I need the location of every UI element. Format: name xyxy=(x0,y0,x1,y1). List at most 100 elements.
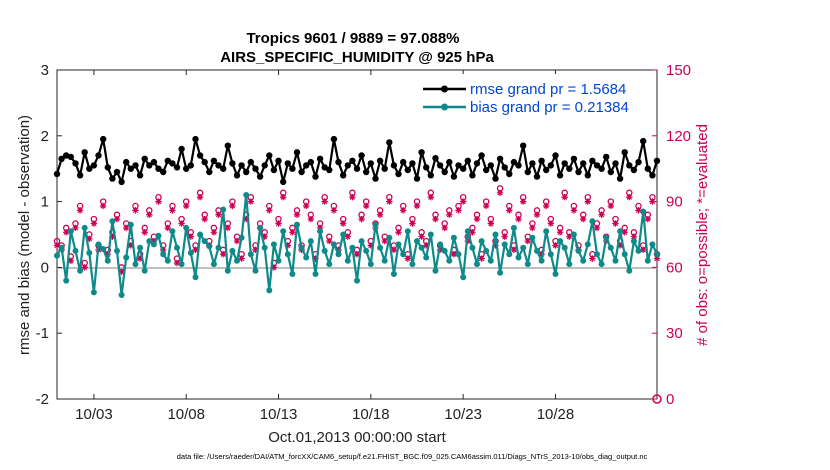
bias-point xyxy=(543,228,550,235)
bias-point xyxy=(455,251,462,258)
x-tick-label: 10/18 xyxy=(352,406,390,423)
rmse-point xyxy=(53,170,61,178)
obs-evaluated-point xyxy=(543,202,550,210)
bias-point xyxy=(86,249,93,256)
obs-evaluated-point xyxy=(524,237,531,245)
rmse-point xyxy=(358,152,365,159)
obs-evaluated-point xyxy=(358,215,365,223)
obs-evaluated-point xyxy=(450,251,458,258)
rmse-point xyxy=(376,157,384,164)
obs-evaluated-point xyxy=(215,211,222,218)
rmse-point xyxy=(390,162,398,169)
rmse-point xyxy=(580,160,587,167)
rmse-point xyxy=(72,160,79,167)
obs-evaluated-point xyxy=(53,242,61,249)
bias-point xyxy=(418,244,425,251)
y-right-axis-label: # of obs: o=possible; *=evaluated xyxy=(694,124,711,346)
rmse-point xyxy=(510,158,518,166)
rmse-point xyxy=(58,155,65,162)
bias-point xyxy=(169,228,176,235)
legend-bias-label: bias grand pr = 0.21384 xyxy=(470,99,629,116)
rmse-point xyxy=(630,166,638,174)
rmse-point xyxy=(543,166,550,174)
bias-point xyxy=(206,243,213,250)
rmse-point xyxy=(464,157,471,164)
y-tick-label: 3 xyxy=(41,62,49,79)
bias-point xyxy=(557,238,564,245)
rmse-point xyxy=(492,175,499,182)
obs-evaluated-point xyxy=(146,211,153,218)
obs-evaluated-point xyxy=(561,194,568,201)
bias-point xyxy=(67,228,74,235)
rmse-point xyxy=(192,135,199,143)
rmse-point xyxy=(316,155,324,162)
bias-point xyxy=(201,238,208,245)
bias-point xyxy=(363,247,370,254)
bias-point xyxy=(561,244,568,251)
rmse-point xyxy=(201,158,208,166)
bias-point xyxy=(635,247,642,254)
rmse-point xyxy=(109,175,116,182)
rmse-point xyxy=(418,149,425,156)
obs-evaluated-point xyxy=(515,215,522,223)
rmse-point xyxy=(381,165,388,172)
obs-evaluated-point xyxy=(579,215,587,223)
obs-evaluated-point xyxy=(644,215,651,223)
y-axis-label: rmse and bias (model - observation) xyxy=(16,115,33,355)
rmse-point xyxy=(589,157,596,164)
obs-evaluated-point xyxy=(432,215,439,223)
obs-evaluated-point xyxy=(344,233,351,240)
obs-evaluated-point xyxy=(132,207,139,214)
bias-point xyxy=(367,261,374,268)
rmse-point xyxy=(520,142,527,149)
y-right-tick-label: 60 xyxy=(666,259,683,276)
rmse-point xyxy=(113,168,121,176)
bias-point xyxy=(630,238,637,245)
bias-point xyxy=(160,251,167,258)
rmse-point xyxy=(326,166,333,174)
bias-point xyxy=(321,247,328,254)
obs-evaluated-point xyxy=(118,268,125,275)
rmse-point xyxy=(67,153,75,161)
obs-evaluated-point xyxy=(183,202,190,210)
x-axis: 10/03 10/08 10/13 10/18 10/23 10/28 xyxy=(75,70,574,423)
obs-evaluated-point xyxy=(390,246,398,254)
y-right-tick-label: 30 xyxy=(666,325,683,342)
rmse-point xyxy=(256,173,264,180)
rmse-point xyxy=(261,162,268,169)
rmse-point xyxy=(293,149,301,156)
rmse-point xyxy=(252,165,259,172)
obs-evaluated-point xyxy=(612,220,619,227)
rmse-point xyxy=(469,172,476,179)
obs-evaluated-point xyxy=(266,207,273,214)
bias-point xyxy=(220,206,227,213)
obs-evaluated-point xyxy=(501,233,508,240)
rmse-point xyxy=(649,172,656,179)
bias-point xyxy=(358,238,365,245)
obs-evaluated-point xyxy=(233,237,241,245)
obs-evaluated-point xyxy=(478,255,485,262)
obs-evaluated-point xyxy=(363,202,370,210)
rmse-point xyxy=(136,172,144,179)
bias-point xyxy=(298,244,305,251)
bias-point xyxy=(58,244,65,251)
bias-point xyxy=(552,271,559,277)
y-tick-label: 0 xyxy=(41,259,49,276)
rmse-point xyxy=(644,165,651,172)
bias-point xyxy=(524,261,531,268)
obs-evaluated-point xyxy=(386,198,393,205)
rmse-point xyxy=(446,158,453,166)
bias-point xyxy=(584,241,591,248)
rmse-point xyxy=(298,168,305,176)
bias-point xyxy=(404,228,411,235)
rmse-point xyxy=(367,160,374,167)
bias-point xyxy=(118,292,125,298)
y-axis-right: 0 30 60 90 120 150 xyxy=(652,62,691,408)
rmse-point xyxy=(570,155,578,162)
obs-evaluated-point xyxy=(238,255,245,262)
rmse-point xyxy=(496,155,504,162)
rmse-point xyxy=(284,160,291,167)
rmse-point xyxy=(575,168,582,176)
rmse-point xyxy=(404,166,411,174)
obs-evaluated-point xyxy=(270,264,278,271)
